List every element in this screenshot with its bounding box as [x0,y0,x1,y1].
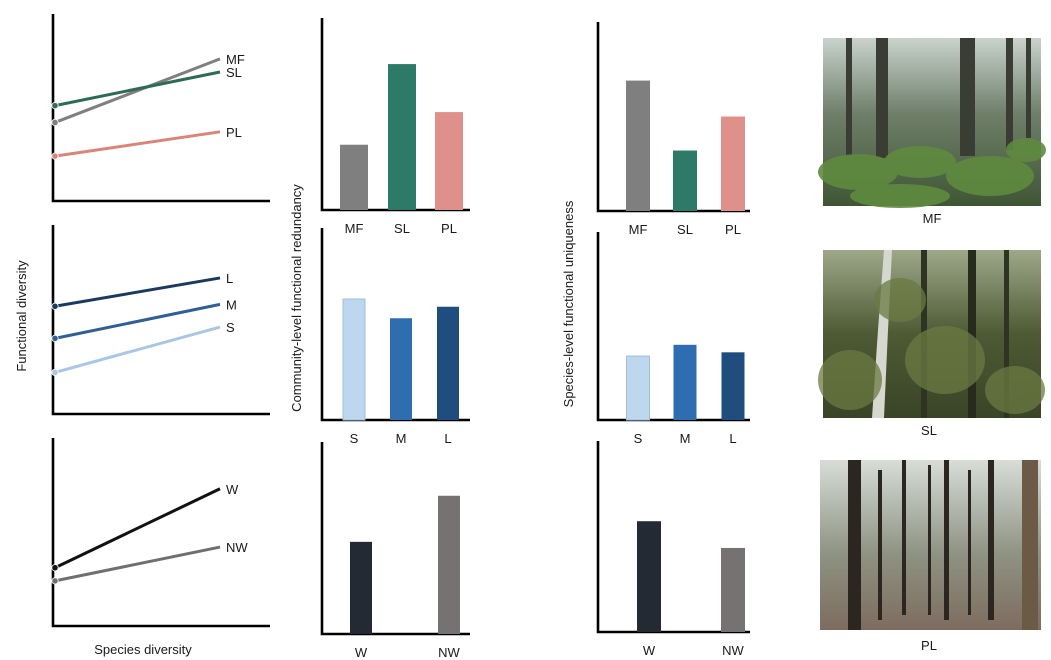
series-line-nw [54,545,221,583]
bar-mf [340,144,368,210]
series-start-point-w [51,564,59,572]
series-start-point-pl [51,152,59,160]
x-axis-label-species-diversity: Species diversity [94,642,192,657]
series-label-sl: SL [226,65,242,80]
y-axis-label-functional-diversity: Functional diversity [14,260,29,372]
category-label-pl: PL [441,221,457,236]
bar-chart-uniqueness-wood-type: W NW [596,441,750,658]
photo-caption-sl: SL [921,423,937,438]
y-axis-label-community-redundancy: Community-level functional redundancy [289,184,304,412]
line-chart-wood-type: W NW [51,438,270,628]
photo-caption-pl: PL [921,638,937,653]
series-start-point-mf [51,118,59,127]
bar-w [637,521,661,632]
series-label-pl: PL [226,125,242,140]
bar-l [437,306,459,420]
axes-bar-panel-8 [596,441,750,634]
photo-mf-trunks [846,38,1031,158]
bar-mf [626,80,650,211]
category-label-nw: NW [438,645,460,660]
bar-nw [721,547,745,632]
bar-chart-redundancy-forest-type: MF SL PL [320,18,470,236]
bar-w [350,541,372,634]
bar-sl [673,150,697,211]
series-label-m: M [226,297,237,312]
bar-s [342,298,366,421]
series-line-mf [54,57,221,124]
series-start-point-nw [51,577,59,585]
bar-m [390,318,412,420]
category-label-sl: SL [677,222,693,237]
category-label-l: L [729,431,736,446]
axes-line-panel-2 [51,438,270,628]
series-start-point-sl [51,102,59,110]
axes-bar-panel-5 [320,442,470,636]
bar-chart-redundancy-wood-type: W NW [320,442,470,660]
category-label-w: W [643,643,656,658]
photo-sl [818,250,1045,418]
axes-bar-panel-6 [596,22,750,213]
series-line-sl [54,70,221,108]
series-label-mf: MF [226,52,245,67]
series-line-w [54,487,221,570]
series-start-point-m [51,334,59,342]
category-label-s: S [634,431,643,446]
series-line-pl [54,130,221,158]
photo-caption-mf: MF [923,211,942,226]
category-label-pl: PL [725,222,741,237]
category-label-mf: MF [345,221,364,236]
y-axis-label-species-uniqueness: Species-level functional uniqueness [561,200,576,407]
line-chart-size-class: LMS [51,225,270,416]
series-label-s: S [226,320,235,335]
axes-bar-panel-7 [596,232,750,422]
bar-m [673,344,697,420]
category-label-nw: NW [722,643,744,658]
category-label-m: M [680,431,691,446]
series-start-point-l [51,302,59,310]
bar-s [626,355,650,421]
photo-sl-foliage [818,278,1045,414]
series-label-l: L [226,271,233,286]
series-line-l [54,276,221,308]
bar-pl [435,112,463,210]
photo-pl-trunks [848,460,1038,630]
series-line-m [54,302,221,340]
category-label-s: S [350,431,359,446]
photo-mf [818,38,1046,208]
axes-bar-panel-4 [320,228,470,422]
bar-chart-uniqueness-forest-type: MF SL PL [596,22,750,237]
series-line-s [54,325,221,374]
axes-line-panel-0 [51,14,270,203]
category-label-sl: SL [394,221,410,236]
bar-sl [388,64,416,210]
bar-nw [438,495,460,634]
category-label-l: L [444,431,451,446]
photo-pl [820,460,1041,630]
axes-line-panel-1 [51,225,270,416]
axes-bar-panel-3 [320,18,470,212]
category-label-mf: MF [629,222,648,237]
bar-pl [721,116,745,211]
category-label-w: W [355,645,368,660]
bar-l [721,352,745,420]
series-label-nw: NW [226,540,248,555]
series-start-point-s [51,368,59,377]
photo-mf-ferns [818,138,1046,208]
series-label-w: W [226,482,239,497]
category-label-m: M [396,431,407,446]
